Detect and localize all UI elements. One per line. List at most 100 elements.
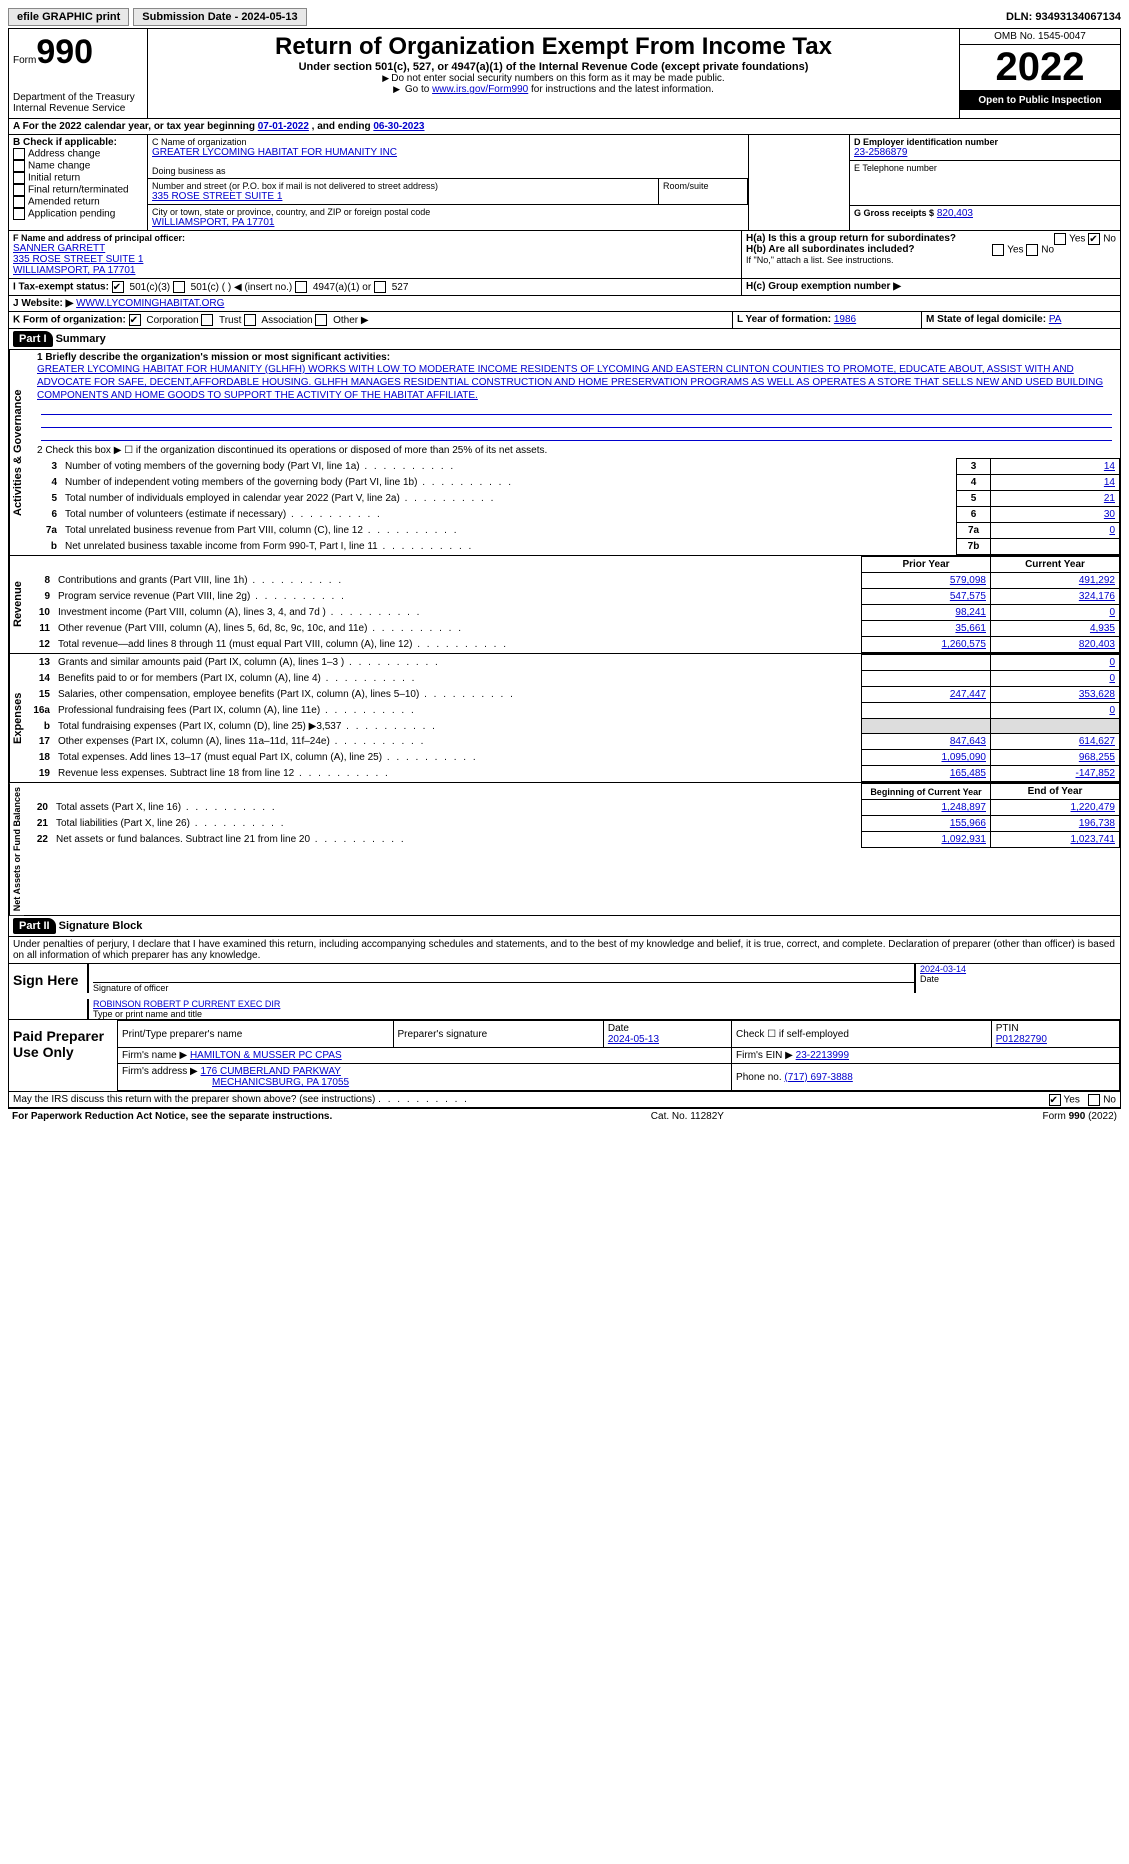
hb-note: If "No," attach a list. See instructions… — [746, 255, 1116, 265]
prep-date: 2024-05-13 — [608, 1034, 659, 1045]
period-begin: 07-01-2022 — [258, 121, 309, 132]
d-label: D Employer identification number — [854, 137, 1116, 147]
period-mid: , and ending — [309, 121, 373, 132]
governance-table: 3Number of voting members of the governi… — [33, 458, 1120, 555]
period-end: 06-30-2023 — [373, 121, 424, 132]
i-opt-0[interactable]: 501(c)(3) — [112, 282, 170, 293]
k-opt-1[interactable]: Trust — [199, 315, 242, 326]
form-label: Form — [13, 55, 36, 66]
phone-label: Phone no. — [736, 1072, 782, 1083]
part1-header-row: Part I Summary — [9, 329, 1120, 350]
exp-row-14: 14Benefits paid to or for members (Part … — [26, 671, 1120, 687]
sign-here: Sign Here — [9, 964, 87, 1019]
org-addr: 335 ROSE STREET SUITE 1 — [152, 191, 654, 202]
i-opt-2[interactable]: 4947(a)(1) or — [292, 282, 371, 293]
form-ref: Form 990 (2022) — [1043, 1111, 1118, 1122]
identity-block: B Check if applicable: Address changeNam… — [9, 135, 1120, 231]
footer: For Paperwork Reduction Act Notice, see … — [8, 1109, 1121, 1124]
ssn-note: Do not enter social security numbers on … — [156, 73, 951, 84]
checkbox-name-change[interactable]: Name change — [13, 160, 143, 172]
k-opt-3[interactable]: Other ▶ — [313, 315, 369, 326]
officer-addr2: WILLIAMSPORT, PA 17701 — [13, 265, 737, 276]
period-pre: For the 2022 calendar year, or tax year … — [23, 121, 258, 132]
checkbox-final-return/terminated[interactable]: Final return/terminated — [13, 184, 143, 196]
dba-label: Doing business as — [152, 166, 744, 176]
gov-row-4: 4Number of independent voting members of… — [33, 475, 1120, 491]
part2-title: Signature Block — [59, 920, 143, 932]
form-subtitle: Under section 501(c), 527, or 4947(a)(1)… — [156, 61, 951, 73]
website[interactable]: WWW.LYCOMINGHABITAT.ORG — [76, 298, 224, 309]
prep-h2: Date — [608, 1023, 629, 1034]
form-container: Form990 Department of the Treasury Inter… — [8, 28, 1121, 1109]
date-label: Date — [920, 974, 939, 984]
room-label: Room/suite — [663, 181, 743, 191]
rev-row-9: 9Program service revenue (Part VIII, lin… — [26, 589, 1120, 605]
prep-h1: Preparer's signature — [393, 1021, 603, 1048]
hb-no-checkbox[interactable] — [1026, 244, 1038, 256]
hc-label: H(c) Group exemption number ▶ — [746, 281, 901, 292]
efile-button[interactable]: efile GRAPHIC print — [8, 8, 129, 26]
firm-addr-label: Firm's address ▶ — [122, 1066, 198, 1077]
officer-printed-name: ROBINSON ROBERT P CURRENT EXEC DIR — [93, 999, 1120, 1009]
dept-treasury: Department of the Treasury — [13, 92, 143, 103]
net-block: Net Assets or Fund Balances Beginning of… — [9, 783, 1120, 916]
k-opt-0[interactable]: Corporation — [129, 315, 199, 326]
ij-block: I Tax-exempt status: 501(c)(3) 501(c) ( … — [9, 279, 1120, 296]
firm-addr: 176 CUMBERLAND PARKWAY — [201, 1066, 341, 1077]
rev-row-11: 11Other revenue (Part VIII, column (A), … — [26, 621, 1120, 637]
i-opt-3[interactable]: 527 — [371, 282, 408, 293]
i-opt-1[interactable]: 501(c) ( ) ◀ (insert no.) — [170, 282, 292, 293]
vert-activities: Activities & Governance — [9, 350, 33, 555]
pra-notice: For Paperwork Reduction Act Notice, see … — [12, 1111, 332, 1122]
irs-link[interactable]: www.irs.gov/Form990 — [432, 84, 528, 95]
vert-expenses: Expenses — [9, 654, 26, 782]
hb-yes-checkbox[interactable] — [992, 244, 1004, 256]
checkbox-amended-return[interactable]: Amended return — [13, 196, 143, 208]
state-domicile: PA — [1049, 314, 1062, 325]
net-table: Beginning of Current YearEnd of Year20To… — [24, 783, 1120, 848]
checkbox-address-change[interactable]: Address change — [13, 148, 143, 160]
k-opt-2[interactable]: Association — [241, 315, 312, 326]
line1-label: 1 Briefly describe the organization's mi… — [37, 352, 1116, 363]
yes-label: Yes — [1069, 234, 1085, 245]
ha-label: H(a) Is this a group return for subordin… — [746, 233, 956, 244]
paid-preparer-label: Paid Preparer Use Only — [9, 1020, 117, 1091]
section-c: C Name of organization GREATER LYCOMING … — [148, 135, 748, 230]
ha-yes-checkbox[interactable] — [1054, 233, 1066, 245]
l-label: L Year of formation: — [737, 314, 831, 325]
ptin: P01282790 — [996, 1034, 1047, 1045]
ha-no-checkbox[interactable] — [1088, 233, 1100, 245]
addr-label: Number and street (or P.O. box if mail i… — [152, 181, 654, 191]
no-label2: No — [1041, 245, 1054, 256]
open-public: Open to Public Inspection — [960, 91, 1120, 110]
fh-block: F Name and address of principal officer:… — [9, 231, 1120, 279]
exp-row-b: bTotal fundraising expenses (Part IX, co… — [26, 719, 1120, 734]
section-b-label: B Check if applicable: — [13, 137, 143, 148]
revenue-block: Revenue Prior YearCurrent Year8Contribut… — [9, 556, 1120, 654]
submission-date-button[interactable]: Submission Date - 2024-05-13 — [133, 8, 306, 26]
name-type-label: Type or print name and title — [93, 1009, 202, 1019]
discuss-yes-checkbox[interactable] — [1049, 1094, 1061, 1106]
org-city: WILLIAMSPORT, PA 17701 — [152, 217, 744, 228]
city-label: City or town, state or province, country… — [152, 207, 744, 217]
section-k: K Form of organization: Corporation Trus… — [9, 312, 733, 328]
line2: 2 Check this box ▶ ☐ if the organization… — [33, 443, 1120, 458]
cat-no: Cat. No. 11282Y — [651, 1111, 724, 1122]
section-h: H(a) Is this a group return for subordin… — [742, 231, 1120, 278]
exp-row-17: 17Other expenses (Part IX, column (A), l… — [26, 734, 1120, 750]
mission-text: GREATER LYCOMING HABITAT FOR HUMANITY (G… — [37, 363, 1116, 402]
m-label: M State of legal domicile: — [926, 314, 1046, 325]
tax-year: 2022 — [960, 45, 1120, 91]
checkbox-application-pending[interactable]: Application pending — [13, 208, 143, 220]
officer-addr1: 335 ROSE STREET SUITE 1 — [13, 254, 737, 265]
c-name-label: C Name of organization — [152, 137, 744, 147]
expenses-table: 13Grants and similar amounts paid (Part … — [26, 654, 1120, 782]
g-label: G Gross receipts $ — [854, 208, 934, 218]
vert-revenue: Revenue — [9, 556, 26, 653]
discuss-no-checkbox[interactable] — [1088, 1094, 1100, 1106]
phone: (717) 697-3888 — [784, 1072, 852, 1083]
checkbox-initial-return[interactable]: Initial return — [13, 172, 143, 184]
discuss-no: No — [1103, 1095, 1116, 1106]
exp-row-13: 13Grants and similar amounts paid (Part … — [26, 655, 1120, 671]
officer-name: SANNER GARRETT — [13, 243, 737, 254]
